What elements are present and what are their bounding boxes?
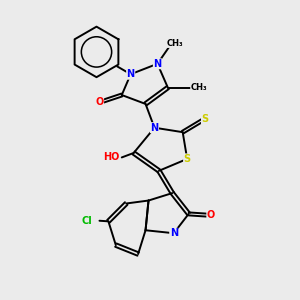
Text: N: N <box>150 123 158 133</box>
Text: O: O <box>207 210 215 220</box>
Text: S: S <box>201 114 208 124</box>
Text: N: N <box>127 69 135 79</box>
Text: HO: HO <box>103 152 119 162</box>
Text: CH₃: CH₃ <box>167 38 184 47</box>
Text: N: N <box>170 228 178 238</box>
Text: CH₃: CH₃ <box>191 83 207 92</box>
Text: O: O <box>95 98 104 107</box>
Text: S: S <box>184 154 191 164</box>
Text: N: N <box>153 59 161 69</box>
Text: Cl: Cl <box>82 216 92 226</box>
